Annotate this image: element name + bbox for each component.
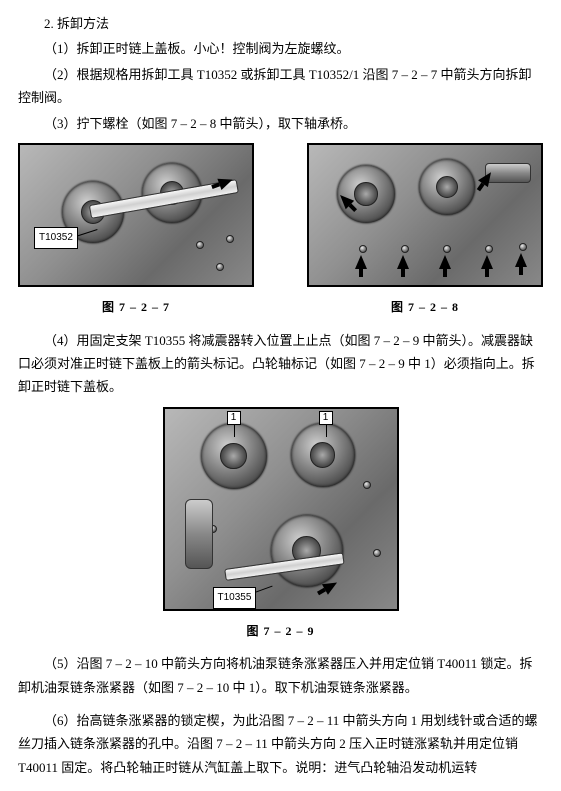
section-heading: 2. 拆卸方法 (18, 12, 543, 35)
arrow-icon (355, 255, 367, 269)
bolt-icon (401, 245, 409, 253)
leader-line-icon (234, 425, 235, 437)
camshaft-gear-right-icon (419, 159, 475, 215)
camshaft-gear-right-icon (291, 423, 355, 487)
bolt-icon (485, 245, 493, 253)
figure-7-2-7: T10352 图 7 – 2 – 7 (18, 143, 254, 319)
bolt-icon (196, 241, 204, 249)
section-number: 2 (44, 16, 51, 31)
step-1: （1）拆卸正时链上盖板。小心！控制阀为左旋螺纹。 (18, 37, 543, 60)
bolt-icon (359, 245, 367, 253)
figure-7-2-7-caption: 图 7 – 2 – 7 (102, 297, 170, 319)
step-4: （4）用固定支架 T10355 将减震器转入位置上止点（如图 7 – 2 – 9… (18, 329, 543, 399)
figure-7-2-9-image: 1 1 T10355 (163, 407, 399, 611)
leader-line-icon (326, 425, 327, 437)
figures-row-1: T10352 图 7 – 2 – 7 图 7 – 2 – 8 (18, 143, 543, 319)
bolt-icon (443, 245, 451, 253)
arrow-icon (481, 255, 493, 269)
step-2: （2）根据规格用拆卸工具 T10352 或拆卸工具 T10352/1 沿图 7 … (18, 63, 543, 110)
step-5: （5）沿图 7 – 2 – 10 中箭头方向将机油泵链条涨紧器压入并用定位销 T… (18, 652, 543, 699)
figure-7-2-7-image: T10352 (18, 143, 254, 287)
bolt-icon (363, 481, 371, 489)
bolt-icon (216, 263, 224, 271)
chain-guide-icon (185, 499, 213, 569)
step-6: （6）抬高链条涨紧器的锁定楔，为此沿图 7 – 2 – 11 中箭头方向 1 用… (18, 709, 543, 779)
bolt-icon (373, 549, 381, 557)
marker-1-right: 1 (319, 411, 333, 425)
marker-1-left: 1 (227, 411, 241, 425)
figure-7-2-8: 图 7 – 2 – 8 (307, 143, 543, 319)
figure-7-2-9: 1 1 T10355 图 7 – 2 – 9 (18, 407, 543, 643)
bolt-icon (519, 243, 527, 251)
arrow-icon (515, 253, 527, 267)
section-title-text: 拆卸方法 (57, 16, 109, 31)
figure-7-2-8-image (307, 143, 543, 287)
figure-7-2-9-caption: 图 7 – 2 – 9 (246, 621, 314, 643)
tool-label-tag: T10355 (213, 587, 257, 609)
arrow-icon (397, 255, 409, 269)
step-3: （3）拧下螺栓（如图 7 – 2 – 8 中箭头），取下轴承桥。 (18, 112, 543, 135)
figure-7-2-8-caption: 图 7 – 2 – 8 (391, 297, 459, 319)
bolt-icon (226, 235, 234, 243)
crankshaft-damper-icon (271, 515, 343, 587)
arrow-icon (439, 255, 451, 269)
tool-label-tag: T10352 (34, 227, 78, 249)
